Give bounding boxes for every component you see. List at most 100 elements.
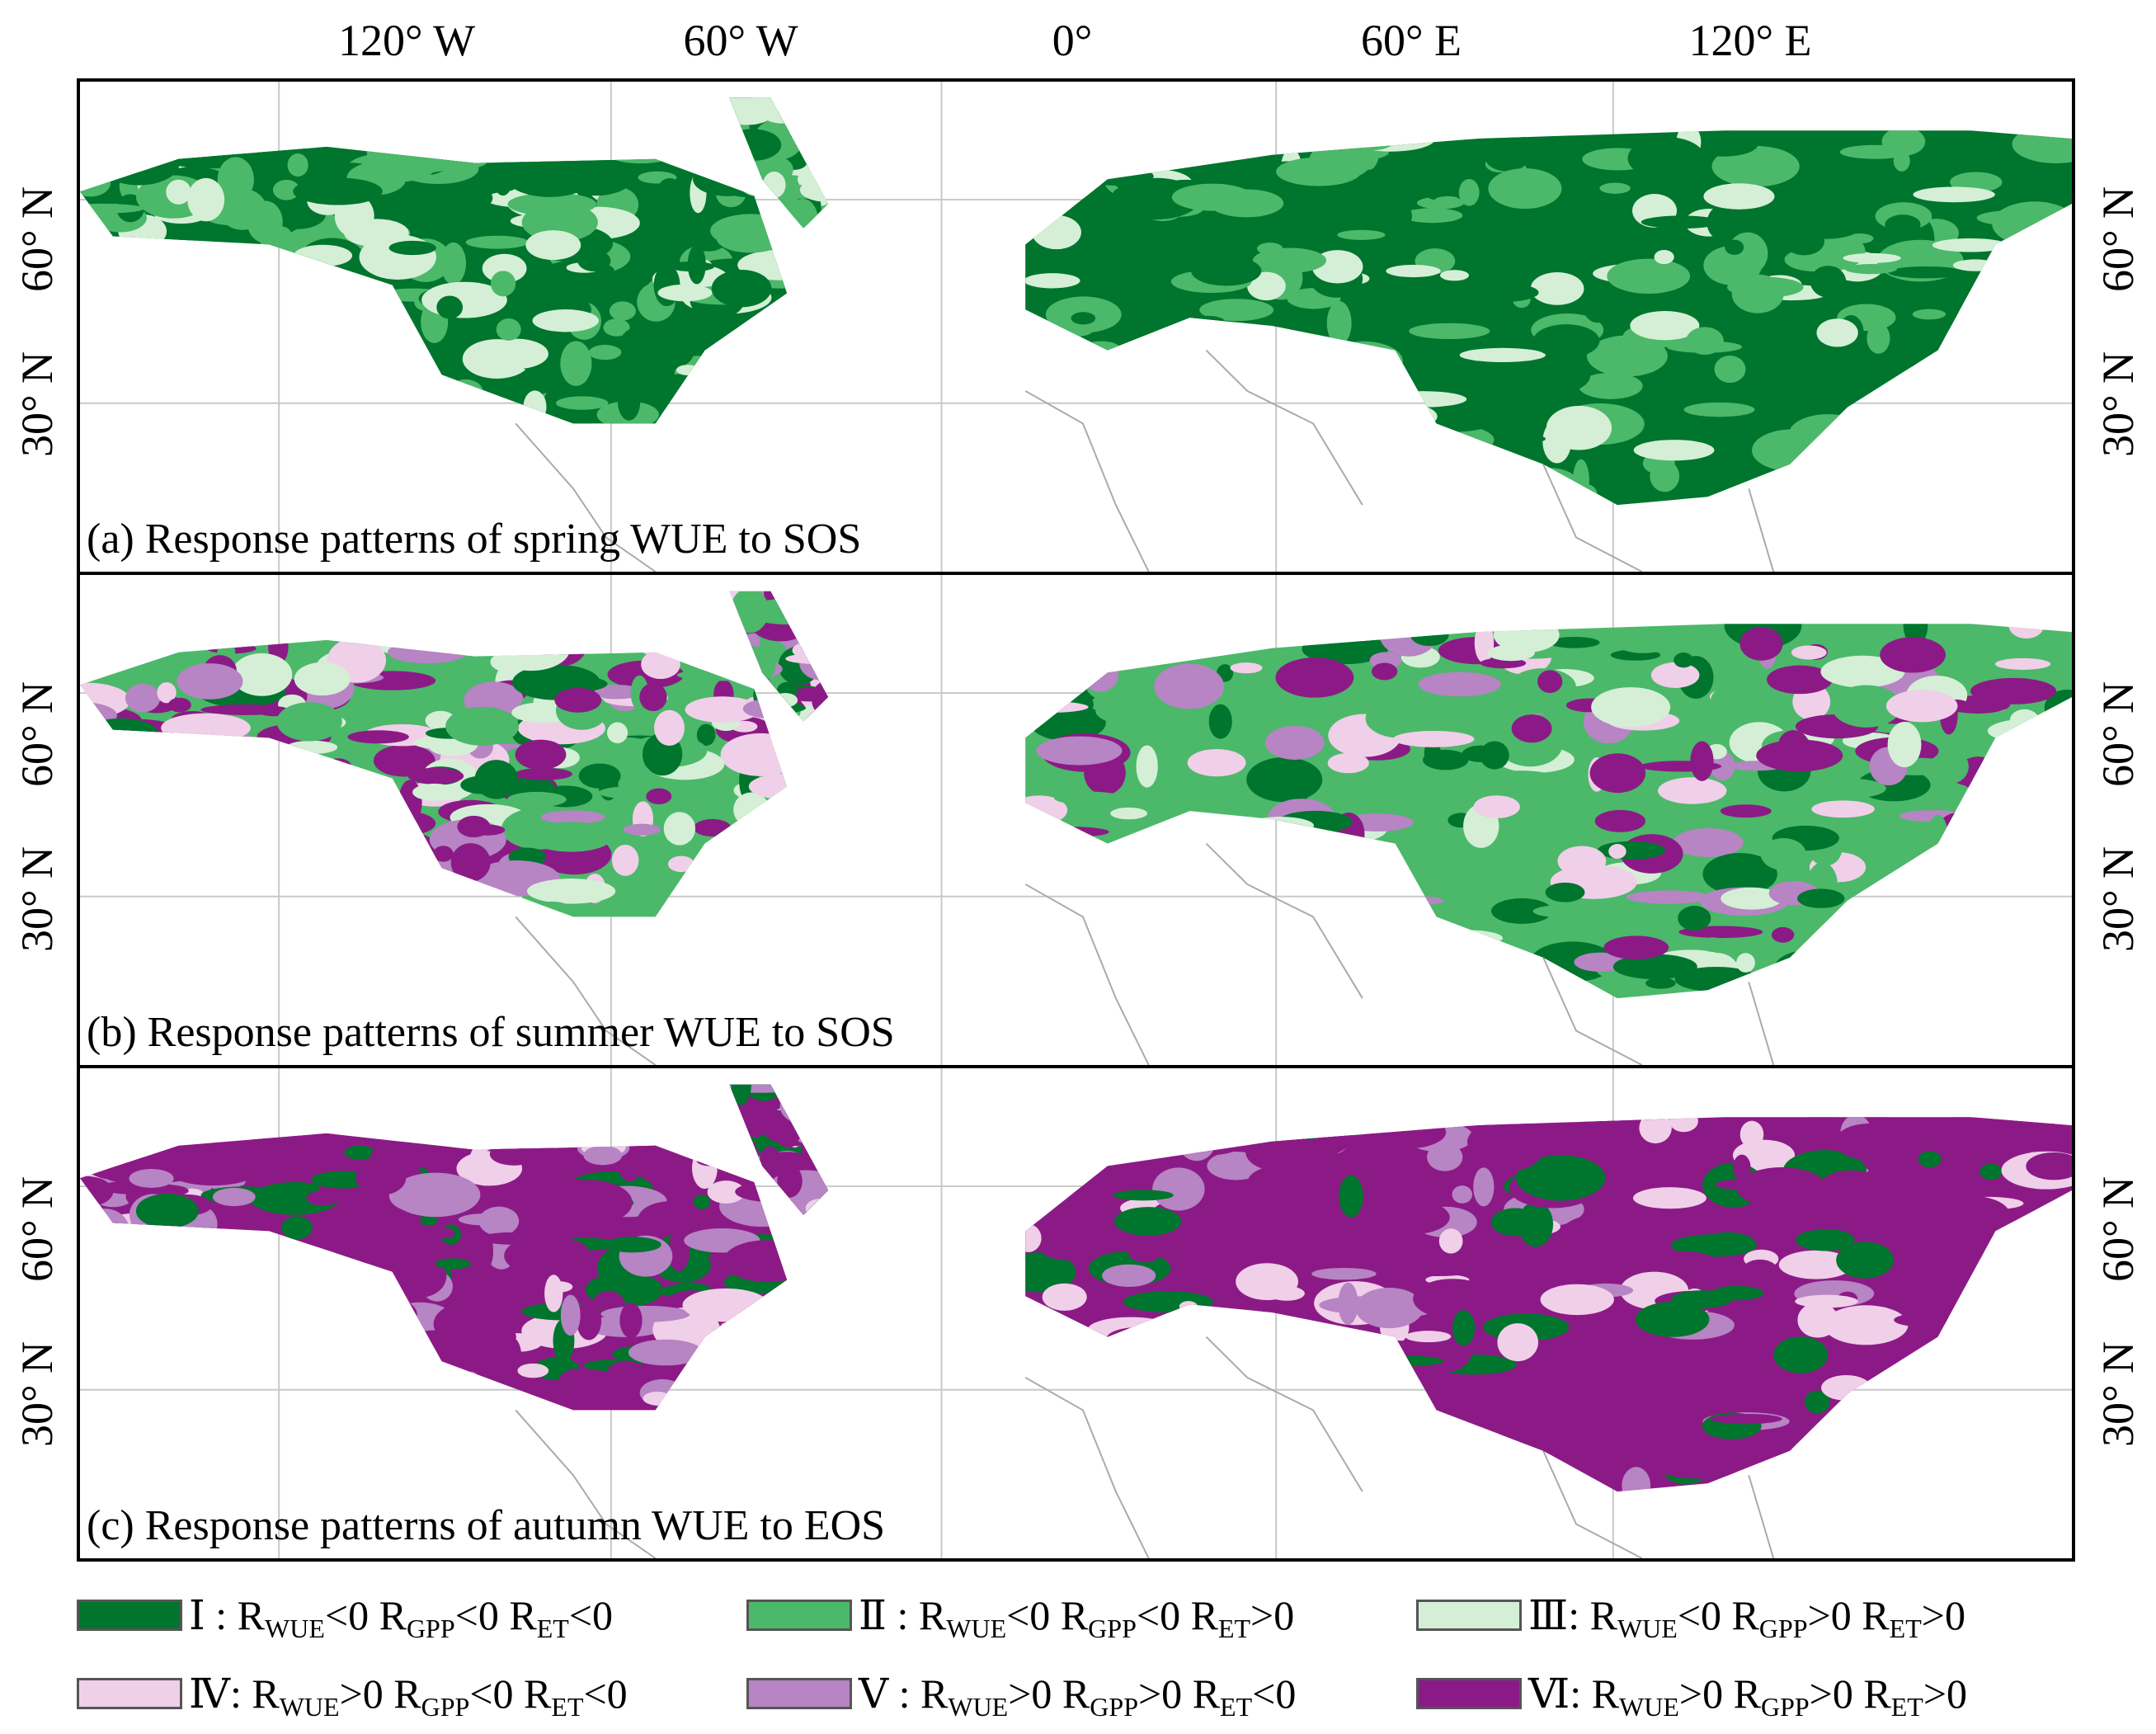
response-patch bbox=[492, 156, 514, 196]
response-patch bbox=[256, 1252, 276, 1275]
response-patch bbox=[1925, 875, 1995, 914]
response-patch bbox=[768, 203, 793, 229]
response-patch bbox=[1179, 1301, 1198, 1312]
response-patch bbox=[731, 173, 749, 185]
response-patch bbox=[250, 403, 323, 417]
response-patch bbox=[1085, 491, 1103, 506]
response-patch bbox=[790, 122, 827, 143]
response-patch bbox=[373, 744, 435, 777]
legend-condition: R bbox=[918, 1592, 947, 1638]
response-patch bbox=[1292, 361, 1349, 384]
response-patch bbox=[815, 168, 828, 189]
response-patch bbox=[1473, 1132, 1542, 1171]
response-patch bbox=[1042, 1325, 1079, 1362]
response-patch bbox=[405, 366, 436, 379]
response-patch bbox=[1080, 167, 1154, 186]
lat-left-a-30n: 30° N bbox=[12, 351, 62, 458]
response-patch bbox=[1885, 690, 1958, 723]
response-patch bbox=[1998, 793, 2072, 815]
response-patch bbox=[728, 1340, 788, 1369]
response-patch bbox=[1439, 270, 1470, 281]
response-patch bbox=[1131, 1431, 1165, 1459]
response-patch bbox=[1786, 1210, 1827, 1232]
response-patch bbox=[2005, 836, 2062, 859]
response-patch bbox=[668, 1382, 731, 1407]
response-patch bbox=[2039, 424, 2072, 458]
legend-condition: R bbox=[920, 1670, 949, 1717]
response-patch bbox=[1701, 937, 1725, 952]
response-patch bbox=[1438, 1228, 1463, 1254]
response-patch bbox=[1080, 1345, 1122, 1360]
response-patch bbox=[1490, 1208, 1539, 1237]
response-patch bbox=[1530, 271, 1584, 305]
response-patch bbox=[654, 709, 685, 747]
response-patch bbox=[247, 1340, 335, 1377]
response-patch bbox=[472, 189, 493, 207]
response-patch bbox=[122, 1367, 192, 1409]
response-patch bbox=[1160, 1331, 1224, 1345]
response-patch bbox=[633, 333, 652, 367]
response-patch bbox=[1994, 657, 2051, 670]
response-patch bbox=[526, 879, 616, 904]
response-patch bbox=[1767, 665, 1833, 695]
response-patch bbox=[1232, 387, 1292, 432]
response-patch bbox=[520, 1199, 544, 1237]
response-patch bbox=[1134, 1463, 1212, 1477]
response-patch bbox=[1821, 1374, 1871, 1401]
response-patch bbox=[1836, 1242, 1895, 1279]
response-patch bbox=[515, 767, 573, 780]
response-patch bbox=[1511, 714, 1552, 743]
response-patch bbox=[816, 608, 828, 653]
response-patch bbox=[325, 280, 361, 308]
response-patch bbox=[1736, 953, 1755, 973]
response-patch bbox=[1484, 140, 1530, 172]
response-patch bbox=[247, 404, 297, 421]
response-patch bbox=[558, 1368, 600, 1397]
response-patch bbox=[1575, 484, 1598, 506]
response-patch bbox=[161, 713, 251, 743]
response-patch bbox=[1230, 662, 1263, 674]
response-patch bbox=[215, 1293, 300, 1318]
response-patch bbox=[201, 287, 242, 299]
response-patch bbox=[604, 146, 678, 164]
response-patch bbox=[759, 1146, 781, 1177]
response-patch bbox=[1207, 1213, 1253, 1256]
response-patch bbox=[80, 878, 106, 917]
response-patch bbox=[541, 288, 576, 307]
response-patch bbox=[523, 390, 547, 423]
response-patch bbox=[244, 273, 266, 288]
response-patch bbox=[1081, 657, 1119, 692]
response-patch bbox=[628, 1339, 704, 1366]
response-patch bbox=[796, 1101, 815, 1132]
response-patch bbox=[1844, 263, 1897, 275]
response-patch bbox=[304, 1144, 331, 1159]
response-patch bbox=[752, 880, 788, 898]
response-patch bbox=[188, 1362, 250, 1386]
response-patch bbox=[1778, 1250, 1853, 1279]
response-patch bbox=[1496, 957, 1576, 998]
response-patch bbox=[262, 1253, 334, 1284]
response-patch bbox=[803, 115, 828, 148]
response-patch bbox=[120, 1364, 186, 1392]
response-patch bbox=[766, 312, 788, 346]
response-patch bbox=[1795, 1294, 1858, 1308]
response-patch bbox=[663, 812, 696, 846]
legend-condition: R bbox=[513, 1670, 552, 1717]
response-patch bbox=[1912, 309, 1947, 320]
response-patch bbox=[164, 1392, 213, 1411]
response-patch bbox=[2051, 1399, 2072, 1413]
response-patch bbox=[576, 1300, 602, 1341]
response-patch bbox=[796, 632, 828, 654]
response-patch bbox=[788, 1084, 828, 1109]
response-patch bbox=[1861, 1183, 1921, 1228]
panel-c-title: (c) Response patterns of autumn WUE to E… bbox=[87, 1502, 886, 1549]
response-patch bbox=[1362, 403, 1438, 431]
response-patch bbox=[299, 1388, 322, 1411]
response-patch bbox=[2027, 318, 2063, 359]
response-patch bbox=[2021, 1217, 2072, 1241]
response-patch bbox=[1464, 282, 1539, 303]
response-patch bbox=[779, 1087, 828, 1125]
response-patch bbox=[482, 253, 527, 284]
response-patch bbox=[1881, 130, 1926, 156]
response-patch bbox=[1118, 1124, 1167, 1141]
